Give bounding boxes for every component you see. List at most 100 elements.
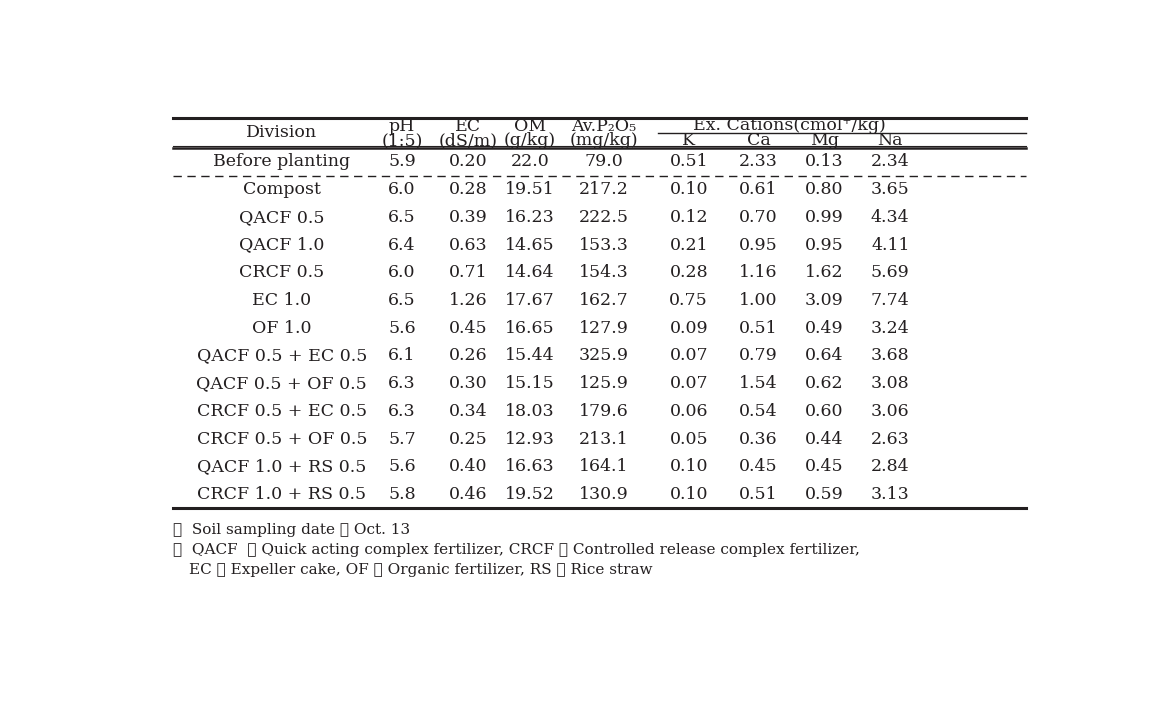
Text: (dS/m): (dS/m) [439, 132, 497, 149]
Text: CRCF 1.0 + RS 0.5: CRCF 1.0 + RS 0.5 [198, 486, 366, 503]
Text: 0.25: 0.25 [448, 430, 487, 447]
Text: 0.60: 0.60 [805, 403, 844, 420]
Text: 0.45: 0.45 [805, 459, 844, 475]
Text: 0.62: 0.62 [805, 375, 844, 392]
Text: Ca: Ca [746, 132, 770, 149]
Text: 19.52: 19.52 [505, 486, 555, 503]
Text: 1.54: 1.54 [739, 375, 778, 392]
Text: 0.51: 0.51 [669, 153, 708, 170]
Text: 0.95: 0.95 [805, 236, 844, 253]
Text: 0.07: 0.07 [669, 375, 708, 392]
Text: 3.68: 3.68 [870, 347, 909, 364]
Text: QACF 1.0: QACF 1.0 [239, 236, 324, 253]
Text: Before planting: Before planting [213, 153, 351, 170]
Text: Ex. Cations(cmol⁺/kg): Ex. Cations(cmol⁺/kg) [693, 116, 886, 133]
Text: 3.09: 3.09 [805, 292, 844, 309]
Text: EC 1.0: EC 1.0 [253, 292, 311, 309]
Text: 6.4: 6.4 [388, 236, 415, 253]
Text: ※  Soil sampling date ： Oct. 13: ※ Soil sampling date ： Oct. 13 [173, 523, 411, 537]
Text: QACF 1.0 + RS 0.5: QACF 1.0 + RS 0.5 [198, 459, 366, 475]
Text: 6.0: 6.0 [388, 181, 415, 198]
Text: 5.6: 5.6 [388, 320, 415, 337]
Text: 3.08: 3.08 [870, 375, 909, 392]
Text: 2.84: 2.84 [870, 459, 909, 475]
Text: 22.0: 22.0 [510, 153, 549, 170]
Text: 6.3: 6.3 [388, 403, 415, 420]
Text: 3.24: 3.24 [870, 320, 909, 337]
Text: 213.1: 213.1 [579, 430, 628, 447]
Text: CRCF 0.5 + OF 0.5: CRCF 0.5 + OF 0.5 [197, 430, 367, 447]
Text: 0.28: 0.28 [448, 181, 487, 198]
Text: 5.7: 5.7 [388, 430, 415, 447]
Text: 0.64: 0.64 [805, 347, 844, 364]
Text: 3.65: 3.65 [870, 181, 909, 198]
Text: 5.9: 5.9 [388, 153, 415, 170]
Text: QACF 0.5 + EC 0.5: QACF 0.5 + EC 0.5 [197, 347, 367, 364]
Text: 0.95: 0.95 [739, 236, 778, 253]
Text: 17.67: 17.67 [505, 292, 555, 309]
Text: 6.1: 6.1 [388, 347, 415, 364]
Text: Division: Division [247, 124, 317, 141]
Text: QACF 0.5: QACF 0.5 [239, 209, 324, 226]
Text: 16.65: 16.65 [505, 320, 555, 337]
Text: Compost: Compost [243, 181, 321, 198]
Text: 0.36: 0.36 [739, 430, 778, 447]
Text: 1.26: 1.26 [448, 292, 487, 309]
Text: 6.3: 6.3 [388, 375, 415, 392]
Text: (1:5): (1:5) [381, 132, 422, 149]
Text: 0.06: 0.06 [669, 403, 708, 420]
Text: 0.46: 0.46 [448, 486, 487, 503]
Text: 0.79: 0.79 [739, 347, 778, 364]
Text: 127.9: 127.9 [578, 320, 628, 337]
Text: 153.3: 153.3 [578, 236, 628, 253]
Text: 0.10: 0.10 [669, 459, 708, 475]
Text: 18.03: 18.03 [505, 403, 555, 420]
Text: 0.51: 0.51 [739, 320, 778, 337]
Text: 125.9: 125.9 [578, 375, 628, 392]
Text: 0.49: 0.49 [805, 320, 844, 337]
Text: 3.06: 3.06 [870, 403, 909, 420]
Text: 0.12: 0.12 [669, 209, 708, 226]
Text: 162.7: 162.7 [579, 292, 628, 309]
Text: 179.6: 179.6 [579, 403, 628, 420]
Text: 222.5: 222.5 [578, 209, 628, 226]
Text: 325.9: 325.9 [578, 347, 628, 364]
Text: 0.26: 0.26 [448, 347, 487, 364]
Text: 4.11: 4.11 [870, 236, 909, 253]
Text: 0.30: 0.30 [448, 375, 487, 392]
Text: 12.93: 12.93 [505, 430, 555, 447]
Text: 0.20: 0.20 [448, 153, 487, 170]
Text: 19.51: 19.51 [505, 181, 555, 198]
Text: (mg/kg): (mg/kg) [569, 132, 638, 149]
Text: QACF 0.5 + OF 0.5: QACF 0.5 + OF 0.5 [197, 375, 367, 392]
Text: EC: EC [455, 118, 481, 135]
Text: 7.74: 7.74 [870, 292, 909, 309]
Text: 1.62: 1.62 [805, 264, 844, 281]
Text: 0.05: 0.05 [669, 430, 708, 447]
Text: 0.44: 0.44 [805, 430, 844, 447]
Text: K: K [682, 132, 695, 149]
Text: CRCF 0.5 + EC 0.5: CRCF 0.5 + EC 0.5 [197, 403, 367, 420]
Text: 6.5: 6.5 [388, 292, 415, 309]
Text: 0.09: 0.09 [669, 320, 708, 337]
Text: 0.61: 0.61 [739, 181, 778, 198]
Text: Av.P₂O₅: Av.P₂O₅ [571, 118, 636, 135]
Text: 2.63: 2.63 [870, 430, 909, 447]
Text: 0.45: 0.45 [739, 459, 778, 475]
Text: 15.44: 15.44 [505, 347, 555, 364]
Text: 164.1: 164.1 [579, 459, 628, 475]
Text: 0.34: 0.34 [448, 403, 487, 420]
Text: 0.13: 0.13 [805, 153, 844, 170]
Text: Na: Na [878, 132, 903, 149]
Text: 0.71: 0.71 [448, 264, 487, 281]
Text: 0.07: 0.07 [669, 347, 708, 364]
Text: 16.23: 16.23 [505, 209, 555, 226]
Text: 6.0: 6.0 [388, 264, 415, 281]
Text: 1.16: 1.16 [739, 264, 778, 281]
Text: 154.3: 154.3 [579, 264, 628, 281]
Text: 1.00: 1.00 [739, 292, 778, 309]
Text: 5.8: 5.8 [388, 486, 415, 503]
Text: 79.0: 79.0 [584, 153, 622, 170]
Text: OM: OM [514, 118, 546, 135]
Text: 0.80: 0.80 [805, 181, 844, 198]
